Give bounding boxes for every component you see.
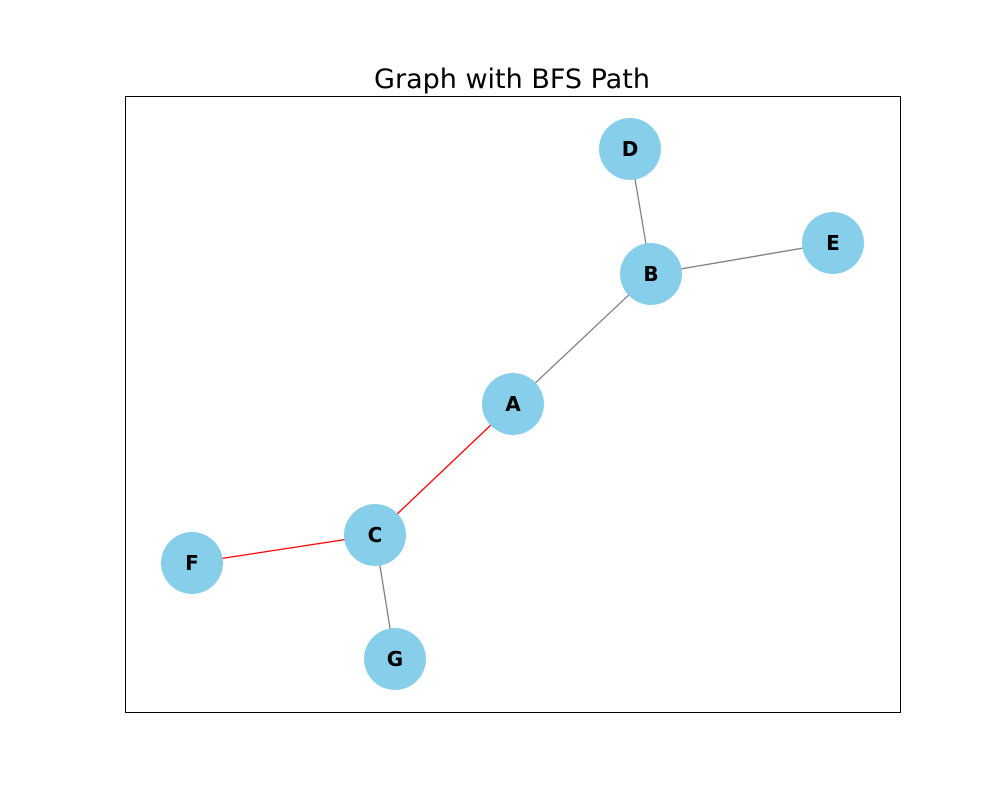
node-circle bbox=[620, 243, 682, 305]
node-label: E bbox=[826, 231, 840, 255]
node-c: C bbox=[344, 504, 406, 566]
plot-frame bbox=[125, 96, 901, 713]
node-d: D bbox=[599, 118, 661, 180]
node-g: G bbox=[364, 628, 426, 690]
node-circle bbox=[802, 212, 864, 274]
nodes-layer: A B C D E F G bbox=[161, 118, 864, 690]
node-label: F bbox=[185, 551, 199, 575]
node-label: A bbox=[505, 392, 521, 416]
node-circle bbox=[161, 532, 223, 594]
edge-a-c bbox=[374, 403, 514, 536]
node-circle bbox=[364, 628, 426, 690]
node-label: D bbox=[622, 137, 639, 161]
node-b: B bbox=[620, 243, 682, 305]
node-a: A bbox=[482, 373, 544, 435]
node-e: E bbox=[802, 212, 864, 274]
graph-title: Graph with BFS Path bbox=[374, 64, 650, 95]
edge-a-b bbox=[512, 273, 652, 405]
node-circle bbox=[599, 118, 661, 180]
node-label: C bbox=[368, 523, 383, 547]
node-label: G bbox=[387, 647, 403, 671]
node-circle bbox=[482, 373, 544, 435]
node-f: F bbox=[161, 532, 223, 594]
node-label: B bbox=[643, 262, 658, 286]
node-circle bbox=[344, 504, 406, 566]
